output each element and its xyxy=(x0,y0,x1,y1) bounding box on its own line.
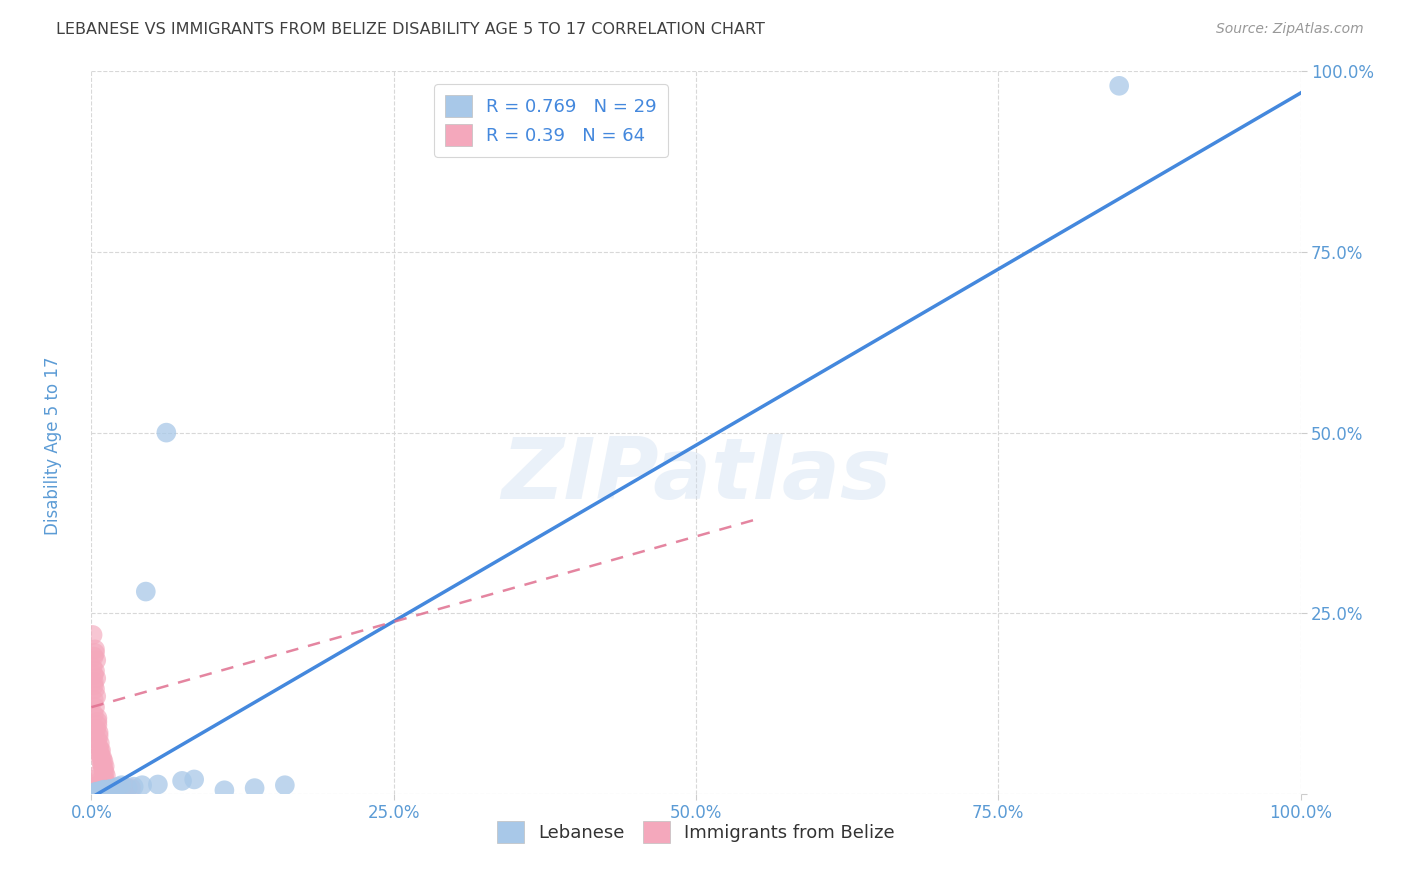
Point xyxy=(86,732,108,747)
Point xyxy=(84,785,107,799)
Point xyxy=(94,784,117,798)
Point xyxy=(83,780,105,794)
Point xyxy=(111,783,132,797)
Point xyxy=(86,714,108,729)
Text: Source: ZipAtlas.com: Source: ZipAtlas.com xyxy=(1216,22,1364,37)
Point xyxy=(93,762,115,776)
Point xyxy=(84,700,107,714)
Point xyxy=(86,785,108,799)
Point xyxy=(91,751,114,765)
Point xyxy=(93,759,115,773)
Point xyxy=(84,682,107,697)
Point xyxy=(86,718,108,732)
Point xyxy=(86,711,108,725)
Point xyxy=(107,780,129,794)
Text: Disability Age 5 to 17: Disability Age 5 to 17 xyxy=(45,357,62,535)
Point xyxy=(135,584,157,599)
Point xyxy=(117,781,139,796)
Point xyxy=(89,747,111,761)
Point xyxy=(117,781,139,796)
Point xyxy=(89,781,111,796)
Point xyxy=(84,664,107,678)
Point xyxy=(83,667,105,681)
Point xyxy=(111,778,132,792)
Point xyxy=(82,628,104,642)
Point xyxy=(96,778,118,792)
Point xyxy=(100,781,122,796)
Point xyxy=(84,646,107,660)
Point xyxy=(131,778,153,792)
Point xyxy=(90,751,112,765)
Point xyxy=(94,769,117,783)
Point xyxy=(89,736,111,750)
Point xyxy=(91,783,114,797)
Text: ZIPatlas: ZIPatlas xyxy=(501,434,891,517)
Point xyxy=(83,649,105,664)
Point xyxy=(84,722,107,736)
Point xyxy=(87,778,110,792)
Point xyxy=(87,729,110,743)
Point xyxy=(90,743,112,757)
Point xyxy=(91,758,114,772)
Point xyxy=(83,678,105,692)
Point xyxy=(1108,78,1130,93)
Point xyxy=(104,781,127,796)
Point xyxy=(87,725,110,739)
Point xyxy=(93,783,115,797)
Point xyxy=(101,784,124,798)
Point xyxy=(90,782,112,797)
Point xyxy=(89,743,111,757)
Point xyxy=(90,755,112,769)
Point xyxy=(104,785,127,799)
Point xyxy=(93,772,115,787)
Point xyxy=(146,777,169,791)
Point xyxy=(107,784,129,798)
Point xyxy=(91,783,114,797)
Point xyxy=(87,785,110,799)
Point xyxy=(274,778,297,792)
Point xyxy=(86,776,108,790)
Point xyxy=(82,660,104,674)
Point xyxy=(172,773,194,788)
Point xyxy=(243,781,266,796)
Point xyxy=(84,671,107,685)
Point xyxy=(94,776,117,790)
Point xyxy=(84,690,107,704)
Point xyxy=(97,782,120,797)
Point xyxy=(183,772,205,787)
Point xyxy=(91,758,114,772)
Point xyxy=(89,784,111,798)
Point xyxy=(82,786,104,800)
Point xyxy=(93,765,115,780)
Point xyxy=(84,769,107,783)
Point xyxy=(83,674,105,689)
Point xyxy=(214,783,236,797)
Point xyxy=(93,782,115,797)
Point xyxy=(155,425,177,440)
Point xyxy=(93,784,115,798)
Point xyxy=(82,785,104,799)
Legend: Lebanese, Immigrants from Belize: Lebanese, Immigrants from Belize xyxy=(489,814,903,850)
Point xyxy=(122,780,145,794)
Point xyxy=(96,783,118,797)
Point xyxy=(114,782,136,797)
Point xyxy=(87,739,110,754)
Point xyxy=(84,653,107,667)
Point xyxy=(120,781,142,796)
Text: LEBANESE VS IMMIGRANTS FROM BELIZE DISABILITY AGE 5 TO 17 CORRELATION CHART: LEBANESE VS IMMIGRANTS FROM BELIZE DISAB… xyxy=(56,22,765,37)
Point xyxy=(101,782,124,797)
Point xyxy=(84,785,107,799)
Point xyxy=(101,783,124,797)
Point xyxy=(100,782,122,797)
Point xyxy=(93,755,115,769)
Point xyxy=(83,707,105,722)
Point xyxy=(93,765,115,780)
Point xyxy=(90,785,112,799)
Point xyxy=(83,693,105,707)
Point xyxy=(98,781,121,796)
Point xyxy=(97,780,120,794)
Point xyxy=(84,772,107,787)
Point xyxy=(84,642,107,657)
